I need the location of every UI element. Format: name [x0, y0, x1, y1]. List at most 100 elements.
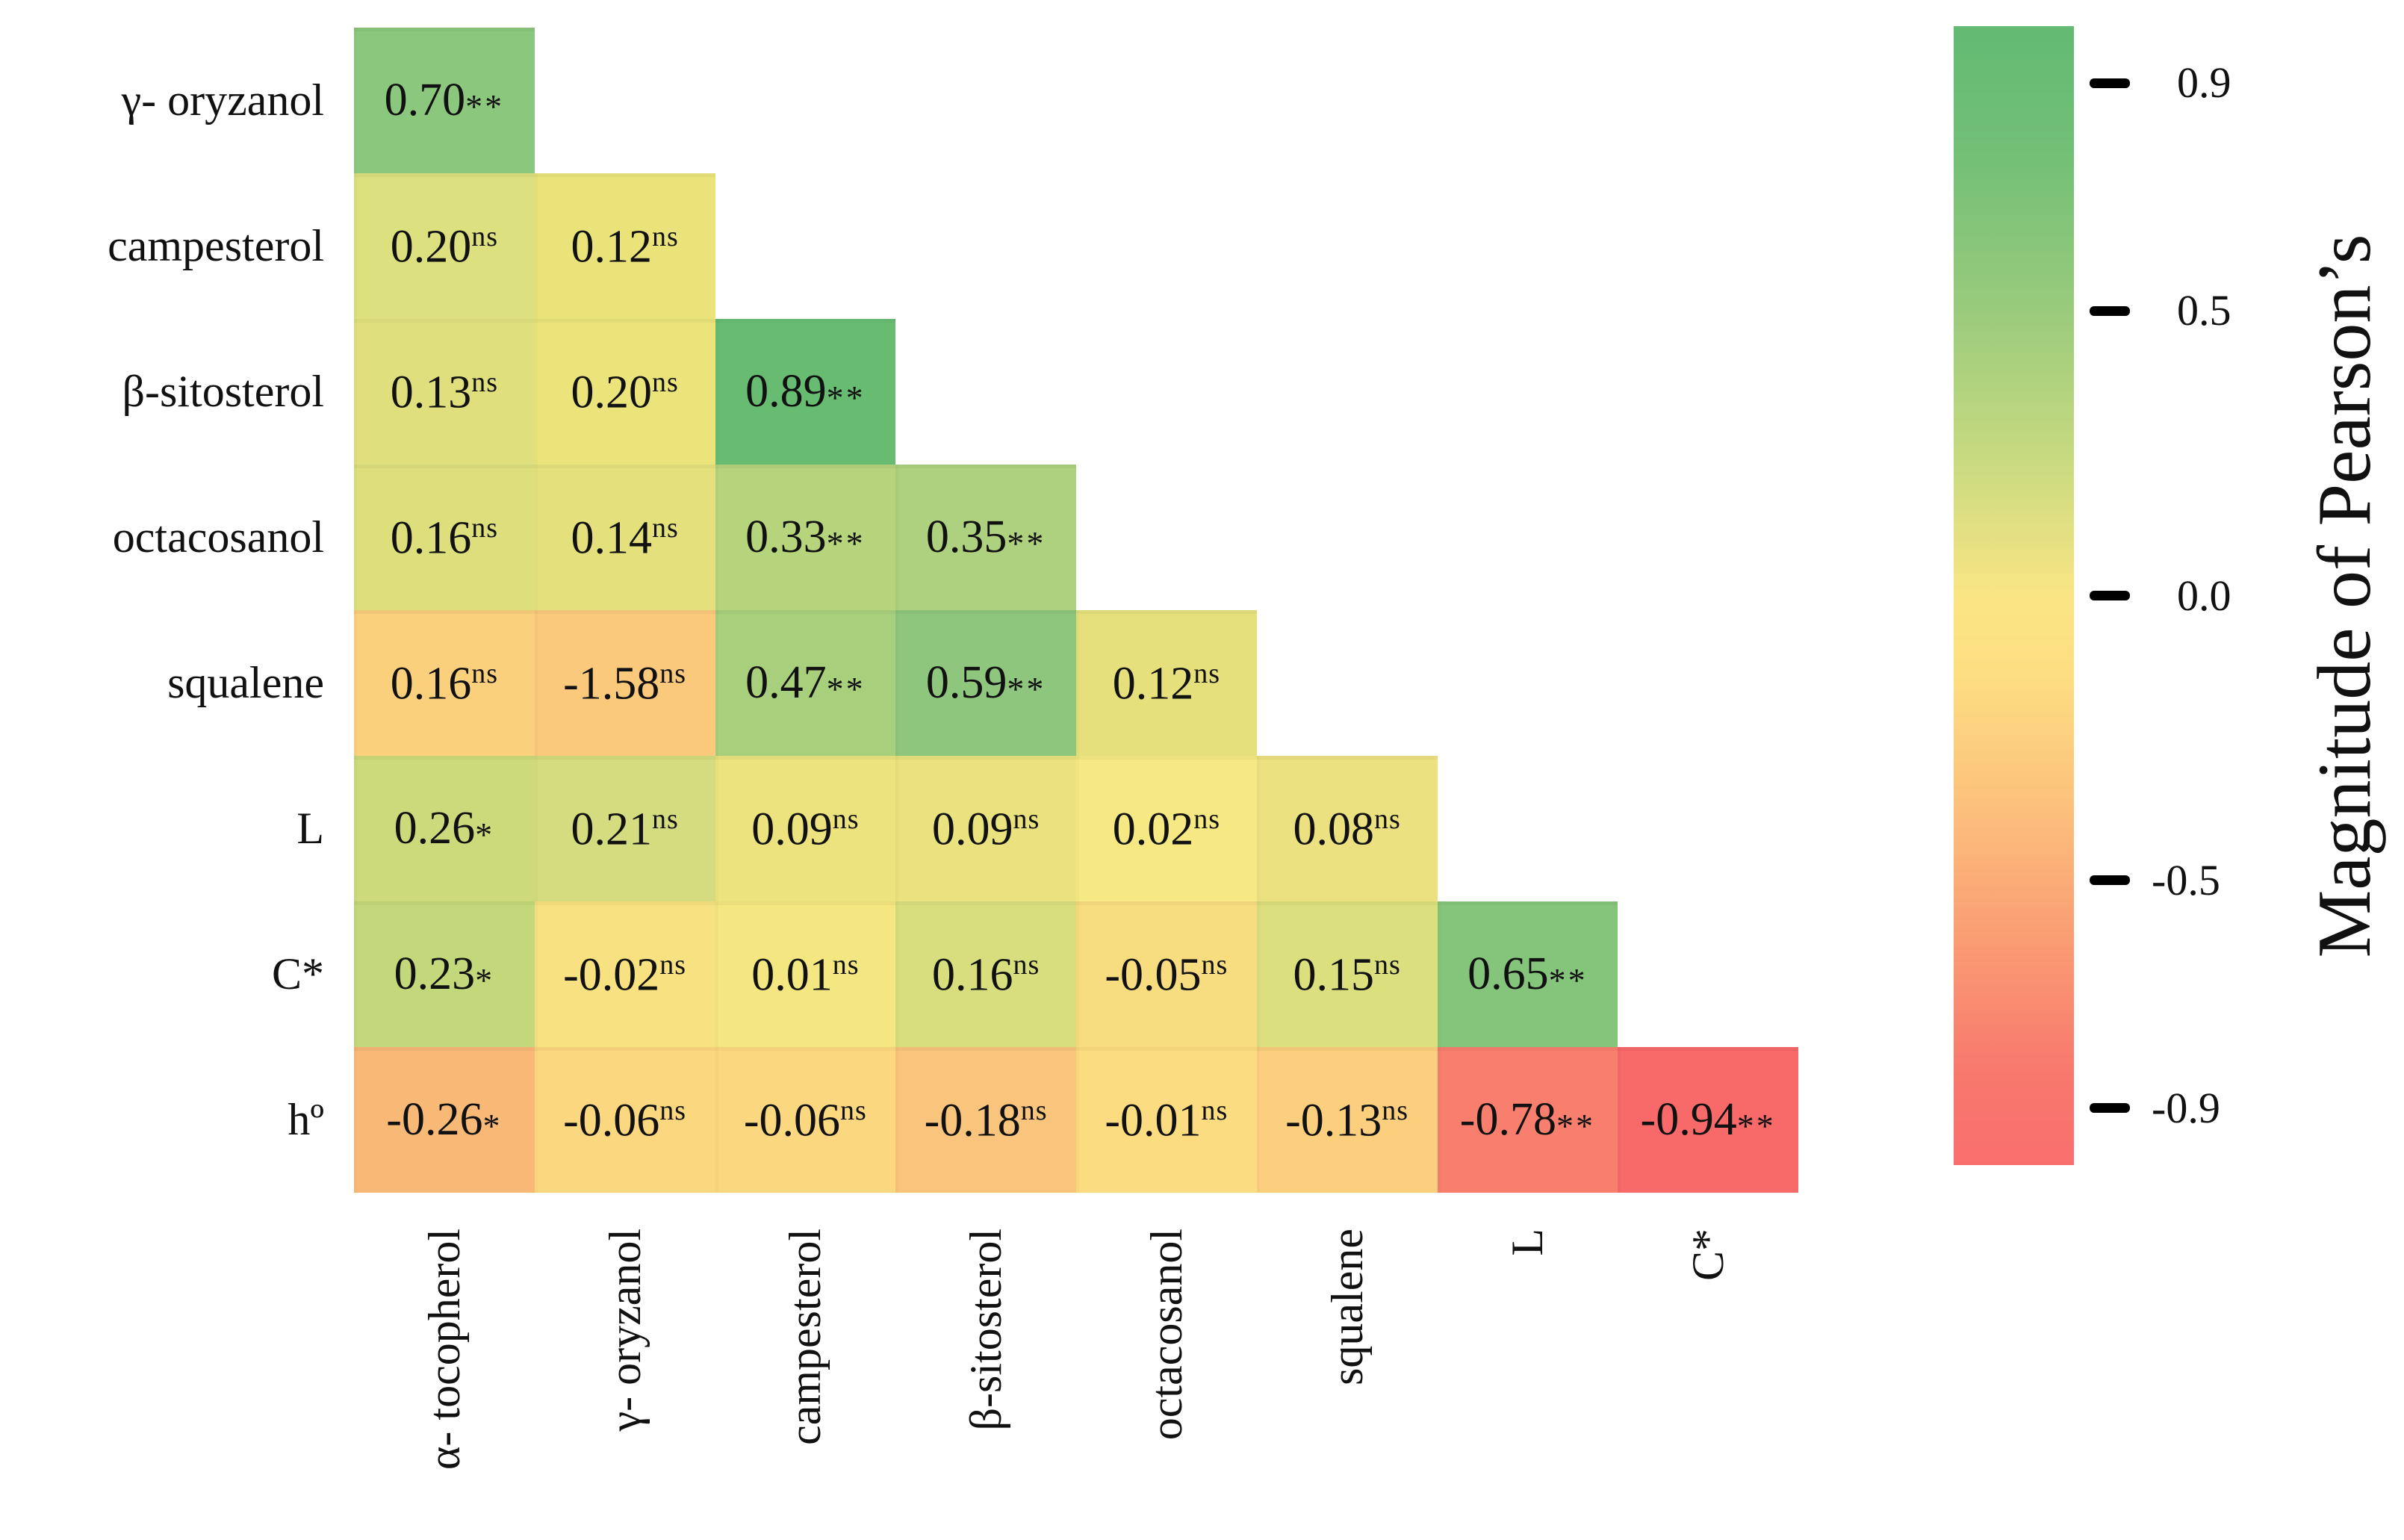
heatmap-cell: -0.06ns — [534, 1047, 715, 1193]
heatmap-cell: 0.33** — [715, 465, 896, 610]
heatmap-cell: 0.16ns — [895, 901, 1076, 1047]
heatmap-cell: -0.06ns — [715, 1047, 896, 1193]
colorbar-tick-label: 0.5 — [2177, 286, 2231, 335]
colorbar-tick-mark — [2090, 78, 2130, 88]
cell-value: 0.21ns — [571, 803, 679, 855]
heatmap-cell: -0.78** — [1437, 1047, 1618, 1193]
heatmap-cell: 0.12ns — [1076, 610, 1257, 756]
cell-value: 0.12ns — [1112, 657, 1221, 710]
significance-marker: ns — [471, 366, 499, 398]
heatmap-cell: -0.26* — [354, 1047, 535, 1193]
significance-marker: ** — [826, 379, 866, 417]
cell-value: 0.13ns — [390, 366, 499, 418]
cell-value: 0.20ns — [390, 220, 499, 273]
heatmap-cell: 0.23* — [354, 901, 535, 1047]
cell-value: 0.08ns — [1293, 803, 1401, 855]
cell-value: 0.47** — [745, 657, 866, 708]
heatmap-cell: 0.01ns — [715, 901, 896, 1047]
cell-value: -0.06ns — [563, 1094, 687, 1146]
heatmap-cell: -0.13ns — [1256, 1047, 1438, 1193]
heatmap-cell: 0.20ns — [354, 173, 535, 319]
significance-marker: ** — [1548, 961, 1588, 999]
colorbar-tick-label: -0.5 — [2152, 855, 2220, 904]
cell-value: -0.18ns — [924, 1094, 1048, 1146]
significance-marker: ** — [1007, 670, 1046, 708]
significance-marker: ns — [1373, 948, 1401, 981]
cell-value: 0.01ns — [751, 948, 860, 1001]
significance-marker: ** — [465, 87, 505, 125]
significance-marker: ns — [659, 657, 687, 689]
cell-value: 0.65** — [1467, 948, 1588, 999]
heatmap-cell: 0.09ns — [715, 756, 896, 901]
heatmap-cell: -0.94** — [1618, 1047, 1798, 1193]
cell-value: 0.70** — [384, 75, 505, 125]
significance-marker: ns — [471, 657, 499, 689]
heatmap-cell: 0.21ns — [534, 756, 715, 901]
colorbar-tick-label: 0.9 — [2177, 58, 2231, 108]
cell-value: 0.35** — [925, 512, 1046, 562]
significance-marker: ns — [1201, 1094, 1229, 1126]
column-label: squalene — [1322, 1229, 1372, 1385]
heatmap-cell: 0.65** — [1437, 901, 1618, 1047]
significance-marker: ** — [826, 670, 866, 708]
significance-marker: * — [475, 961, 495, 999]
heatmap-cell: 0.13ns — [354, 319, 535, 465]
cell-value: 0.02ns — [1112, 803, 1221, 855]
colorbar-tick-mark — [2090, 305, 2130, 316]
cell-value: -0.05ns — [1105, 948, 1229, 1001]
significance-marker: ns — [1013, 803, 1040, 835]
cell-value: 0.09ns — [751, 803, 860, 855]
heatmap-cell: 0.09ns — [895, 756, 1076, 901]
cell-value: 0.59** — [925, 657, 1046, 708]
cell-value: -0.78** — [1459, 1094, 1595, 1145]
significance-marker: ns — [1382, 1094, 1409, 1126]
significance-marker: ns — [651, 366, 679, 398]
heatmap-cell: 0.20ns — [534, 319, 715, 465]
heatmap-cell: 0.02ns — [1076, 756, 1257, 901]
heatmap-cell: 0.35** — [895, 465, 1076, 610]
row-label: hº — [288, 1095, 324, 1144]
significance-marker: ns — [832, 948, 860, 981]
significance-marker: ns — [471, 512, 499, 544]
cell-value: 0.12ns — [571, 220, 679, 273]
column-label: γ- oryzanol — [600, 1229, 650, 1432]
cell-value: -0.26* — [386, 1094, 503, 1145]
significance-marker: ns — [659, 1094, 687, 1126]
significance-marker: ns — [651, 803, 679, 835]
significance-marker: ns — [651, 512, 679, 544]
heatmap-cell: -0.18ns — [895, 1047, 1076, 1193]
cell-value: -0.01ns — [1105, 1094, 1229, 1146]
significance-marker: ns — [1020, 1094, 1048, 1126]
colorbar-tick-mark — [2090, 1103, 2130, 1114]
cell-value: 0.16ns — [390, 657, 499, 710]
column-label: octacosanol — [1141, 1229, 1191, 1441]
heatmap-cell: -0.05ns — [1076, 901, 1257, 1047]
cell-value: -0.02ns — [563, 948, 687, 1001]
colorbar-tick-mark — [2090, 875, 2130, 886]
heatmap-cell: 0.89** — [715, 319, 896, 465]
significance-marker: * — [482, 1107, 503, 1145]
cell-value: 0.33** — [745, 512, 866, 562]
heatmap-cell: 0.70** — [354, 28, 535, 173]
column-label: β-sitosterol — [961, 1229, 1011, 1431]
heatmap-cell: 0.59** — [895, 610, 1076, 756]
row-label: γ- oryzanol — [121, 75, 324, 125]
cell-value: -0.13ns — [1285, 1094, 1409, 1146]
heatmap-cell: 0.14ns — [534, 465, 715, 610]
cell-value: 0.14ns — [571, 512, 679, 564]
column-label: α- tocopherol — [419, 1229, 469, 1470]
significance-marker: ns — [1193, 803, 1221, 835]
heatmap-cell: 0.08ns — [1256, 756, 1438, 901]
row-label: β-sitosterol — [122, 367, 325, 416]
column-label: L — [1503, 1229, 1553, 1256]
significance-marker: * — [475, 816, 495, 854]
cell-value: 0.23* — [394, 948, 495, 999]
cell-value: 0.20ns — [571, 366, 679, 418]
colorbar-axis-label: Magnitude of Pearson’s — [2302, 234, 2387, 957]
row-label: L — [296, 804, 324, 853]
significance-marker: ns — [840, 1094, 867, 1126]
cell-value: 0.16ns — [390, 512, 499, 564]
significance-marker: ns — [659, 948, 687, 981]
cell-value: -0.94** — [1640, 1094, 1776, 1145]
